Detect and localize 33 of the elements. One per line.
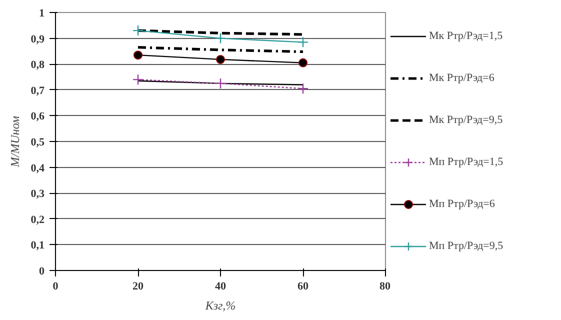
y-axis-title: M/MUном (8, 116, 22, 168)
point (297, 36, 309, 48)
x-tick-label: 80 (380, 280, 391, 292)
y-tick-label: 0,3 (30, 188, 45, 200)
x-tick-label: 60 (298, 280, 309, 292)
y-tick-label: 0,4 (30, 162, 45, 174)
legend-label: Мк Ртр/Рэд=6 (429, 72, 494, 84)
point (297, 83, 309, 94)
point (134, 50, 142, 60)
y-tick-label: 1 (39, 8, 44, 20)
legend-label: Мп Ртр/Рэд=9,5 (429, 240, 504, 252)
point (216, 54, 225, 64)
y-tick-label: 0,5 (30, 136, 45, 148)
y-tick-label: 0,1 (30, 240, 44, 252)
point (214, 32, 226, 44)
y-tick-label: 0,6 (30, 110, 45, 123)
x-tick-label: 20 (132, 280, 144, 292)
y-tick-label: 0,7 (30, 84, 45, 97)
legend-label: Мк Ртр/Рэд=1,5 (429, 30, 503, 42)
point (132, 24, 144, 36)
x-tick-label: 40 (215, 280, 226, 292)
x-axis-title: Kзг,% (204, 298, 236, 312)
legend-label: Мк Ртр/Рэд=9,5 (429, 114, 503, 126)
point (132, 74, 144, 86)
y-tick-label: 0,8 (30, 59, 45, 72)
point (298, 58, 308, 68)
x-tick-label: 0 (52, 280, 59, 292)
y-tick-label: 0,9 (30, 33, 45, 46)
legend-label: Мп Ртр/Рэд=1,5 (429, 156, 504, 168)
point (214, 78, 226, 90)
y-tick-label: 0,2 (30, 214, 45, 226)
y-tick-label: 0 (39, 266, 45, 278)
legend-label: Мп Ртр/Рэд=6 (429, 198, 495, 210)
